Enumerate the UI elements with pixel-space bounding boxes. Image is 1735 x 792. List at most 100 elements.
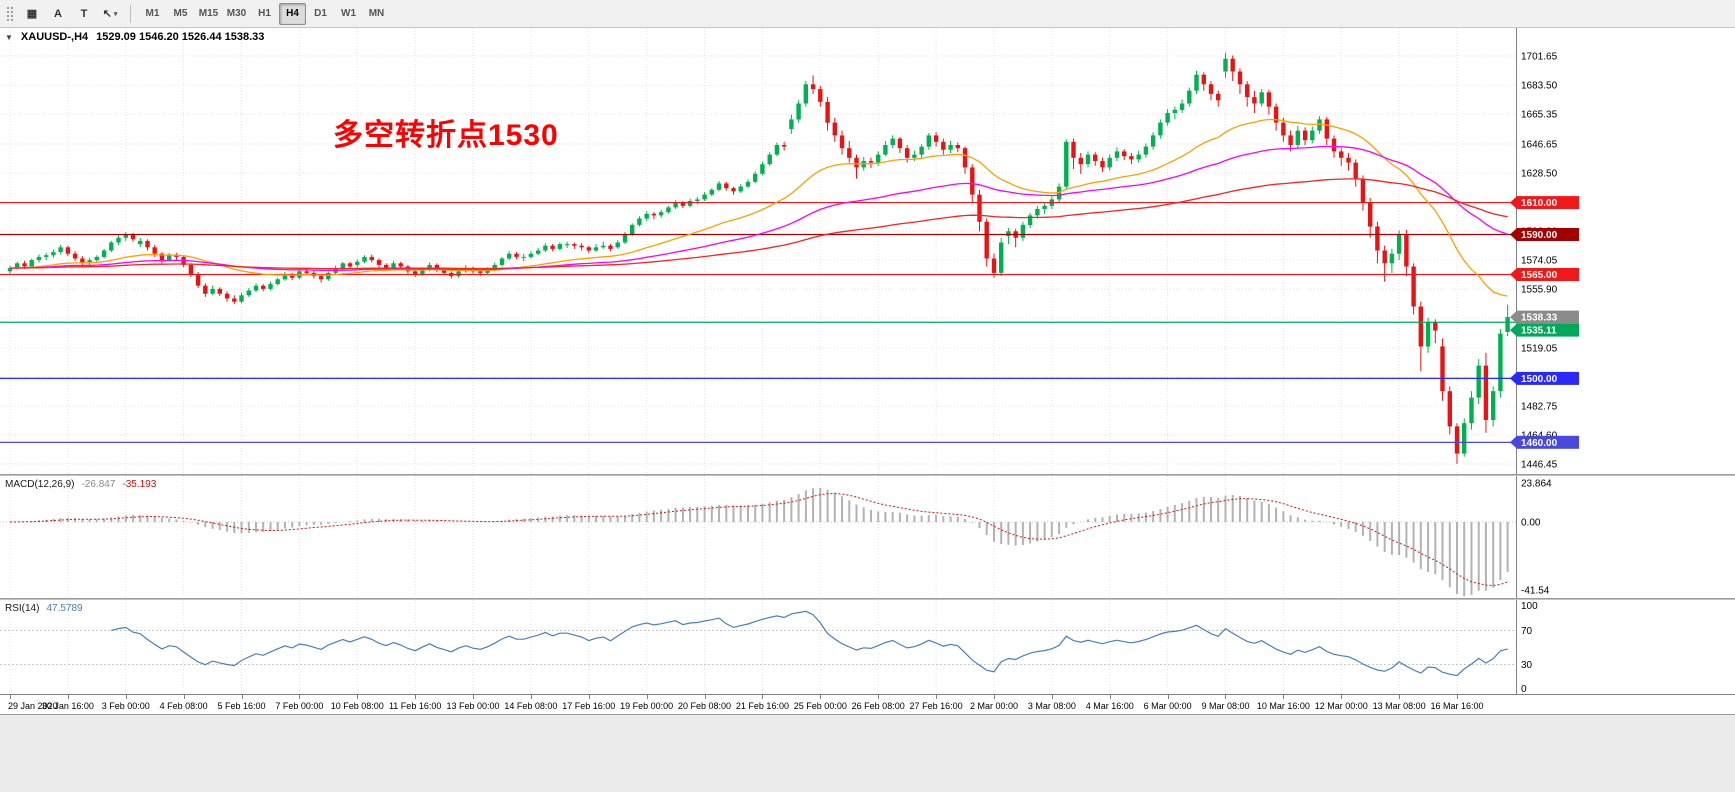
- svg-text:1610.00: 1610.00: [1521, 198, 1558, 209]
- vertical-gridlines: [9, 28, 1458, 474]
- rsi-canvas[interactable]: 100 70 30 0: [0, 600, 1735, 694]
- time-tick: [1167, 695, 1169, 699]
- price-badge-1565.00: [1517, 268, 1579, 281]
- time-tick: [415, 695, 417, 699]
- time-label: 11 Feb 16:00: [388, 701, 442, 711]
- time-tick: [878, 695, 880, 699]
- timeframe-button-m15[interactable]: M15: [195, 3, 222, 25]
- vertical-gridlines: [9, 600, 1458, 694]
- cursor-icon: ↖: [102, 8, 112, 20]
- time-label: 17 Feb 16:00: [562, 701, 616, 711]
- time-label: 4 Feb 08:00: [159, 701, 208, 711]
- time-tick: [1457, 695, 1458, 699]
- vertical-gridlines: [9, 476, 1458, 598]
- time-label: 19 Feb 00:00: [620, 701, 674, 711]
- macd-canvas[interactable]: 23.864 0.00 -41.54: [0, 476, 1735, 598]
- text-tool-button[interactable]: A: [46, 3, 70, 25]
- time-axis[interactable]: 29 Jan 2020 30 Jan 16:00 3 Feb 00:00 4 Feb …: [0, 694, 1735, 714]
- svg-text:1590.00: 1590.00: [1521, 230, 1558, 241]
- svg-text:1701.65: 1701.65: [1521, 52, 1558, 63]
- chart-window: 1701.65 1683.50 1665.35 1646.65 1628.50 1610.…: [0, 28, 1735, 714]
- svg-text:1482.75: 1482.75: [1521, 402, 1558, 413]
- svg-text:1500.00: 1500.00: [1521, 374, 1558, 385]
- time-tick: [820, 695, 822, 699]
- time-tick: [67, 695, 69, 699]
- time-tick: [10, 695, 11, 699]
- rsi-line: [111, 610, 1508, 677]
- time-tick: [704, 695, 706, 699]
- panel-separator[interactable]: [0, 474, 1735, 476]
- toolbar: ▦ A T ↖ ▾ M1 M5 M15 M30 H1 H4 D1 W1 MN: [0, 0, 1735, 28]
- time-tick: [357, 695, 359, 699]
- timeframe-button-m1[interactable]: M1: [139, 3, 166, 25]
- time-label: 30 Jan 16:00: [41, 701, 94, 711]
- macd-histogram: [16, 487, 1509, 597]
- time-label: 12 Mar 00:00: [1314, 701, 1368, 711]
- cursor-tool-button[interactable]: ↖ ▾: [98, 3, 122, 25]
- time-tick: [1109, 695, 1111, 699]
- svg-text:1646.65: 1646.65: [1521, 140, 1558, 151]
- price-chart-canvas[interactable]: 1701.65 1683.50 1665.35 1646.65 1628.50 1610.…: [0, 28, 1735, 474]
- price-badge-1500.00: [1517, 371, 1579, 385]
- svg-text:70: 70: [1521, 626, 1533, 637]
- timeframe-button-w1[interactable]: W1: [335, 3, 362, 25]
- timeframe-button-m5[interactable]: M5: [167, 3, 194, 25]
- svg-text:30: 30: [1521, 660, 1533, 671]
- candles: [7, 53, 1510, 464]
- toolbar-drag-handle[interactable]: [5, 4, 14, 23]
- time-tick: [530, 695, 532, 699]
- chevron-down-icon: ▾: [113, 10, 118, 18]
- time-label: 29 Jan 2020: [8, 701, 58, 711]
- price-badge-1535.11: [1517, 323, 1579, 337]
- time-label: 10 Feb 08:00: [330, 701, 384, 711]
- svg-text:1683.50: 1683.50: [1521, 81, 1558, 92]
- time-tick: [1341, 695, 1343, 699]
- svg-text:1519.05: 1519.05: [1521, 344, 1558, 355]
- timeframe-button-d1[interactable]: D1: [307, 3, 334, 25]
- crosshair-tool-button[interactable]: T: [72, 3, 96, 25]
- time-label: 6 Mar 00:00: [1143, 701, 1192, 711]
- svg-text:1446.45: 1446.45: [1521, 460, 1558, 471]
- svg-text:1574.05: 1574.05: [1521, 256, 1558, 267]
- svg-text:1565.00: 1565.00: [1521, 270, 1558, 281]
- ma-line-70: [9, 145, 1508, 272]
- time-label: 20 Feb 08:00: [678, 701, 732, 711]
- time-tick: [183, 695, 185, 699]
- panel-separator[interactable]: [0, 598, 1735, 600]
- price-axis-labels[interactable]: 1701.65 1683.50 1665.35 1646.65 1628.50 1610.…: [1521, 52, 1558, 471]
- toolbar-separator: [130, 4, 131, 23]
- price-badge-1538.33: [1517, 310, 1579, 324]
- rsi-panel: 100 70 30 0 RSI(14) 47.5789: [0, 600, 1735, 694]
- time-tick: [993, 695, 995, 699]
- time-label: 14 Feb 08:00: [504, 701, 558, 711]
- macd-panel: 23.864 0.00 -41.54 MACD(12,26,9) -26.847 -…: [0, 476, 1735, 598]
- price-badge-1610.00: [1517, 196, 1579, 210]
- time-label: 16 Mar 16:00: [1430, 701, 1484, 711]
- charts-grid-button[interactable]: ▦: [20, 3, 44, 25]
- svg-text:0: 0: [1521, 684, 1527, 694]
- grid-icon: ▦: [26, 8, 38, 20]
- timeframe-button-h4[interactable]: H4: [279, 2, 306, 25]
- time-label: 13 Mar 08:00: [1372, 701, 1426, 711]
- time-tick: [936, 695, 938, 699]
- chart-annotation-text[interactable]: 多空转折点1530: [333, 119, 559, 152]
- horizontal-level-lines[interactable]: [0, 201, 1516, 443]
- timeframe-button-m30[interactable]: M30: [223, 3, 250, 25]
- svg-text:0.00: 0.00: [1521, 518, 1541, 529]
- svg-text:1555.90: 1555.90: [1521, 285, 1558, 296]
- timeframe-buttons: M1 M5 M15 M30 H1 H4 D1 W1 MN: [139, 2, 390, 25]
- time-label: 4 Mar 16:00: [1085, 701, 1134, 711]
- time-label: 21 Feb 16:00: [735, 701, 789, 711]
- svg-text:1535.11: 1535.11: [1521, 326, 1557, 337]
- time-tick: [1051, 695, 1053, 699]
- time-label: 7 Feb 00:00: [275, 701, 324, 711]
- price-badges: 1610.00 1590.00 1565.00 1538.33 1535.11 1500.…: [1510, 196, 1579, 449]
- time-label: 13 Feb 00:00: [446, 701, 500, 711]
- time-label: 2 Mar 00:00: [969, 701, 1018, 711]
- footer-area: [0, 714, 1735, 792]
- timeframe-button-mn[interactable]: MN: [363, 3, 390, 25]
- time-label: 27 Feb 16:00: [909, 701, 963, 711]
- time-tick: [588, 695, 590, 699]
- time-label: 10 Mar 16:00: [1256, 701, 1310, 711]
- timeframe-button-h1[interactable]: H1: [251, 3, 278, 25]
